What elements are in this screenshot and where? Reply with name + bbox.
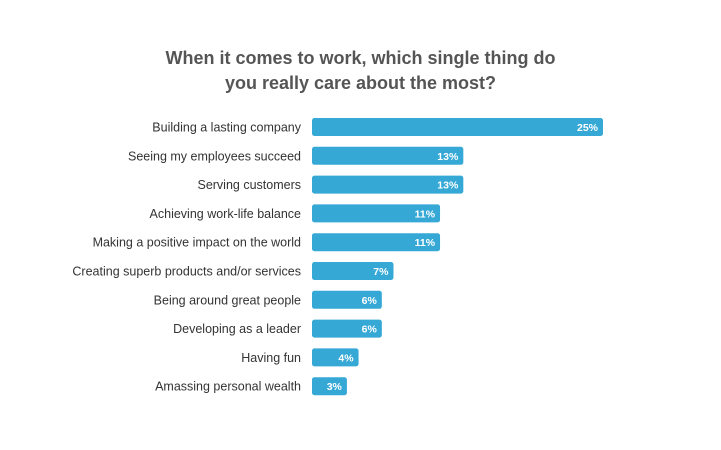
value-label: 13% bbox=[437, 151, 459, 163]
bar bbox=[312, 118, 603, 136]
chart-title-line-1: When it comes to work, which single thin… bbox=[165, 48, 556, 68]
bar bbox=[312, 262, 394, 280]
category-label: Creating superb products and/or services bbox=[72, 265, 301, 279]
bar bbox=[312, 233, 441, 252]
category-label: Seeing my employees succeed bbox=[128, 149, 301, 163]
bar bbox=[312, 319, 382, 338]
value-label: 6% bbox=[362, 295, 378, 307]
category-label: Being around great people bbox=[154, 293, 301, 307]
value-label: 13% bbox=[437, 180, 459, 192]
value-label: 4% bbox=[338, 352, 354, 364]
bar bbox=[312, 146, 464, 165]
bar bbox=[312, 175, 464, 194]
category-label: Building a lasting company bbox=[152, 121, 301, 135]
value-label: 7% bbox=[373, 266, 389, 278]
bar bbox=[312, 290, 382, 309]
value-label: 3% bbox=[327, 381, 343, 393]
chart-title: When it comes to work, which single thin… bbox=[0, 46, 721, 96]
category-label: Having fun bbox=[241, 351, 301, 365]
category-label: Developing as a leader bbox=[173, 322, 301, 336]
bar bbox=[312, 204, 441, 223]
value-label: 25% bbox=[577, 122, 599, 134]
chart-title-line-2: you really care about the most? bbox=[224, 73, 497, 93]
value-label: 11% bbox=[415, 208, 436, 220]
value-label: 11% bbox=[415, 237, 436, 249]
bars-group: Building a lasting company 25% Seeing my e… bbox=[72, 118, 603, 396]
category-label: Serving customers bbox=[197, 178, 301, 192]
category-label: Amassing personal wealth bbox=[155, 380, 301, 394]
bar bbox=[312, 377, 347, 396]
bar bbox=[312, 348, 359, 367]
category-label: Making a positive impact on the world bbox=[93, 236, 301, 250]
category-label: Achieving work-life balance bbox=[150, 207, 302, 221]
value-label: 6% bbox=[362, 324, 378, 336]
